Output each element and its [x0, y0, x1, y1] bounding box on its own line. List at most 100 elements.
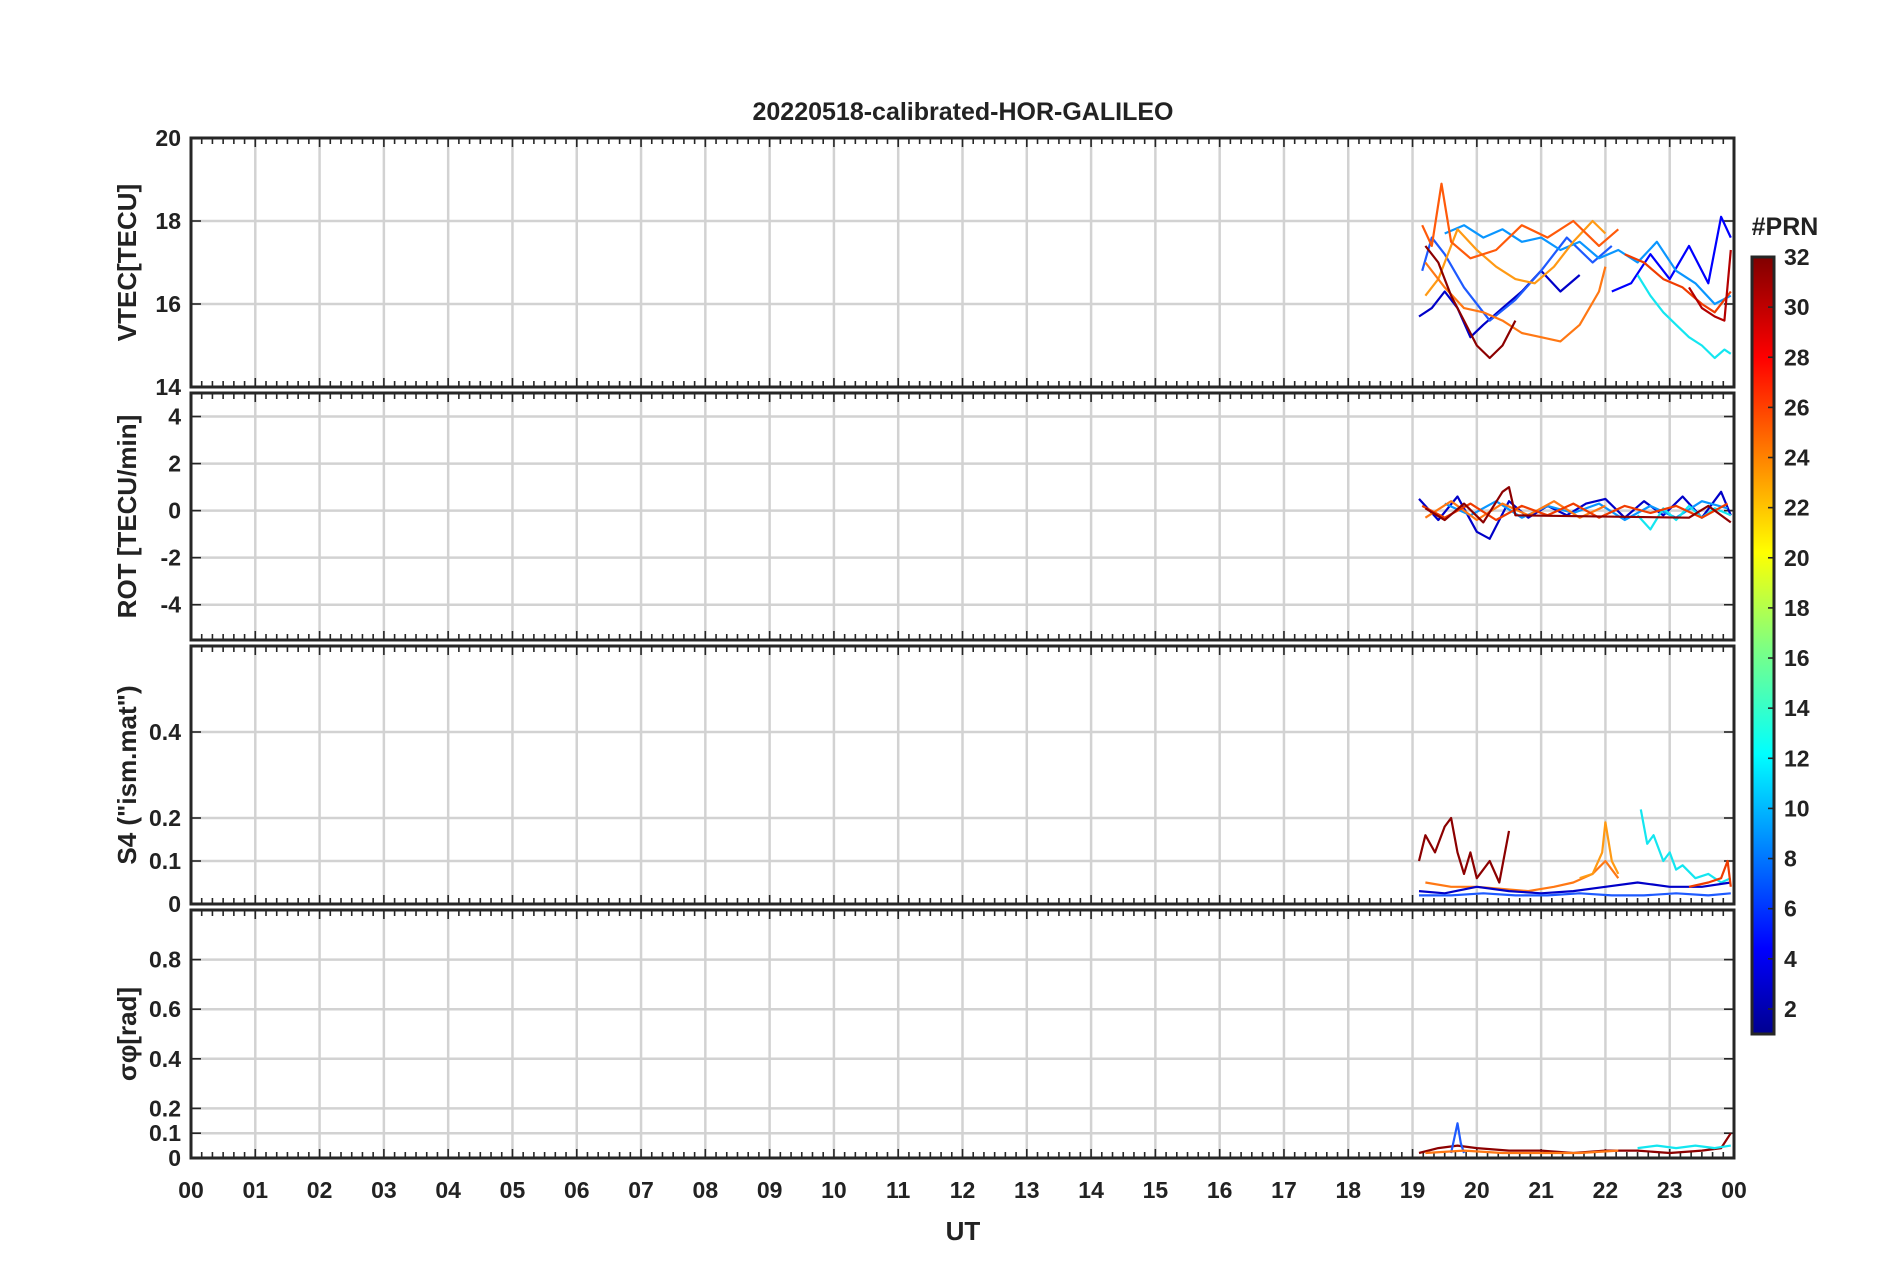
series-prn-2	[1418, 269, 1581, 339]
series-prn-27	[1421, 502, 1729, 522]
colorbar-tick-label: 30	[1784, 294, 1810, 320]
x-tick-label: 11	[886, 1177, 911, 1203]
series-prn-12	[1637, 1144, 1731, 1150]
panel-frame	[189, 908, 1736, 1160]
y-tick-label: 0	[168, 498, 181, 524]
x-tick-label: 06	[564, 1177, 590, 1203]
y-tick-label: 20	[155, 125, 181, 151]
colorbar-tick-label: 18	[1784, 595, 1810, 621]
y-tick-label: -2	[161, 545, 181, 571]
x-tick-label: 13	[1014, 1177, 1040, 1203]
panel-rot: -4 -2 0 2 4 ROT [TECU/min]	[112, 391, 1736, 642]
y-axis-label: VTEC[TECU]	[112, 184, 142, 341]
series-prn-5	[1421, 236, 1613, 322]
x-tick-label: 09	[757, 1177, 783, 1203]
x-axis-label: UT	[946, 1216, 981, 1246]
y-tick-label: 0.2	[149, 805, 181, 831]
x-tick-label: 17	[1271, 1177, 1297, 1203]
y-tick-label: 0.8	[149, 947, 181, 973]
x-tick-label: 22	[1593, 1177, 1619, 1203]
colorbar-tick-label: 28	[1784, 344, 1810, 370]
x-tick-label: 03	[371, 1177, 397, 1203]
x-tick-label: 23	[1657, 1177, 1683, 1203]
x-tick-label: 15	[1143, 1177, 1169, 1203]
colorbar-tick-label: 10	[1784, 795, 1810, 821]
colorbar-tick-label: 32	[1784, 244, 1810, 270]
y-tick-label: 4	[168, 404, 181, 430]
colorbar-tick-label: 24	[1784, 445, 1810, 471]
series-prn-31	[1424, 245, 1517, 360]
x-tick-label: 20	[1464, 1177, 1490, 1203]
series-prn-27	[1624, 253, 1732, 314]
panel-frame	[189, 136, 1736, 389]
colorbar-tick-label: 16	[1784, 645, 1810, 671]
colorbar-gradient	[1750, 255, 1776, 1036]
y-tick-label: 0.1	[149, 1120, 181, 1146]
x-tick-label: 16	[1207, 1177, 1233, 1203]
series-prn-24	[1425, 859, 1620, 893]
series-prn-22	[1579, 821, 1620, 880]
y-tick-label: 0.4	[149, 1046, 181, 1072]
colorbar-tick-label: 4	[1784, 946, 1797, 972]
x-axis-tick-labels: 00 01 02 03 04 05 06 07 08 09 10 11 12 13 14 15 16 17 18 19…	[178, 1177, 1747, 1203]
colorbar-tick-label: 2	[1784, 996, 1797, 1022]
x-tick-label: 18	[1335, 1177, 1361, 1203]
y-axis-label: S4 ("ism.mat")	[112, 685, 142, 864]
series-prn-9	[1444, 224, 1732, 306]
series-prn-2	[1418, 881, 1731, 895]
colorbar-tick-label: 20	[1784, 545, 1810, 571]
panel-frame	[189, 391, 1736, 642]
x-tick-label: 14	[1078, 1177, 1104, 1203]
series-prn-31	[1424, 486, 1732, 524]
x-tick-label: 07	[628, 1177, 654, 1203]
y-tick-label: 0.4	[149, 719, 181, 745]
x-tick-label: 05	[500, 1177, 526, 1203]
panel-vtec: 14 16 18 20 VTEC[TECU]	[112, 125, 1736, 400]
panel-sigma_phi: 00.10.2 0.4 0.6 0.8 σφ[rad]	[112, 908, 1736, 1171]
y-axis-label: σφ[rad]	[112, 987, 142, 1081]
x-tick-label: 12	[950, 1177, 976, 1203]
colorbar-tick-label: 22	[1784, 495, 1810, 521]
y-tick-label: 16	[155, 291, 181, 317]
colorbar-tick-label: 12	[1784, 745, 1810, 771]
y-tick-label: 0	[168, 1145, 181, 1171]
series-prn-31	[1417, 816, 1511, 884]
y-axis-label: ROT [TECU/min]	[112, 415, 142, 619]
y-tick-label: 2	[168, 451, 181, 477]
series-prn-12	[1636, 274, 1732, 360]
series-prn-3	[1611, 215, 1732, 293]
x-tick-label: 19	[1400, 1177, 1426, 1203]
series-prn-24	[1424, 261, 1607, 343]
series-prn-5	[1450, 1122, 1466, 1154]
x-tick-label: 04	[435, 1177, 461, 1203]
panel-s4: 0 0.1 0.2 0.4 S4 ("ism.mat")	[112, 644, 1736, 917]
x-tick-label: 10	[821, 1177, 847, 1203]
colorbar-tick-label: 14	[1784, 695, 1810, 721]
y-tick-label: 14	[155, 374, 181, 400]
colorbar-tick-label: 8	[1784, 846, 1797, 872]
x-tick-label: 08	[693, 1177, 719, 1203]
series-prn-24	[1425, 1149, 1619, 1155]
series-prn-26	[1421, 182, 1620, 260]
x-tick-label: 21	[1528, 1177, 1554, 1203]
series-prn-27	[1688, 859, 1732, 888]
y-tick-label: 18	[155, 208, 181, 234]
x-tick-label: 00	[1721, 1177, 1747, 1203]
panel-frame	[189, 644, 1736, 906]
x-tick-label: 01	[242, 1177, 268, 1203]
x-tick-label: 00	[178, 1177, 204, 1203]
y-tick-label: -4	[161, 592, 182, 618]
panels: 14 16 18 20 VTEC[TECU] -4 -2 0 2 4 ROT [TECU/min] 0…	[112, 125, 1736, 1171]
series-prn-22	[1424, 219, 1607, 297]
series-prn-5	[1419, 892, 1731, 897]
x-tick-label: 02	[307, 1177, 333, 1203]
y-tick-label: 0.2	[149, 1095, 181, 1121]
chart-title: 20220518-calibrated-HOR-GALILEO	[753, 98, 1174, 126]
series-prn-2	[1418, 490, 1732, 540]
colorbar-tick-label: 26	[1784, 394, 1810, 420]
y-tick-label: 0	[168, 891, 181, 917]
y-tick-label: 0.1	[149, 848, 181, 874]
